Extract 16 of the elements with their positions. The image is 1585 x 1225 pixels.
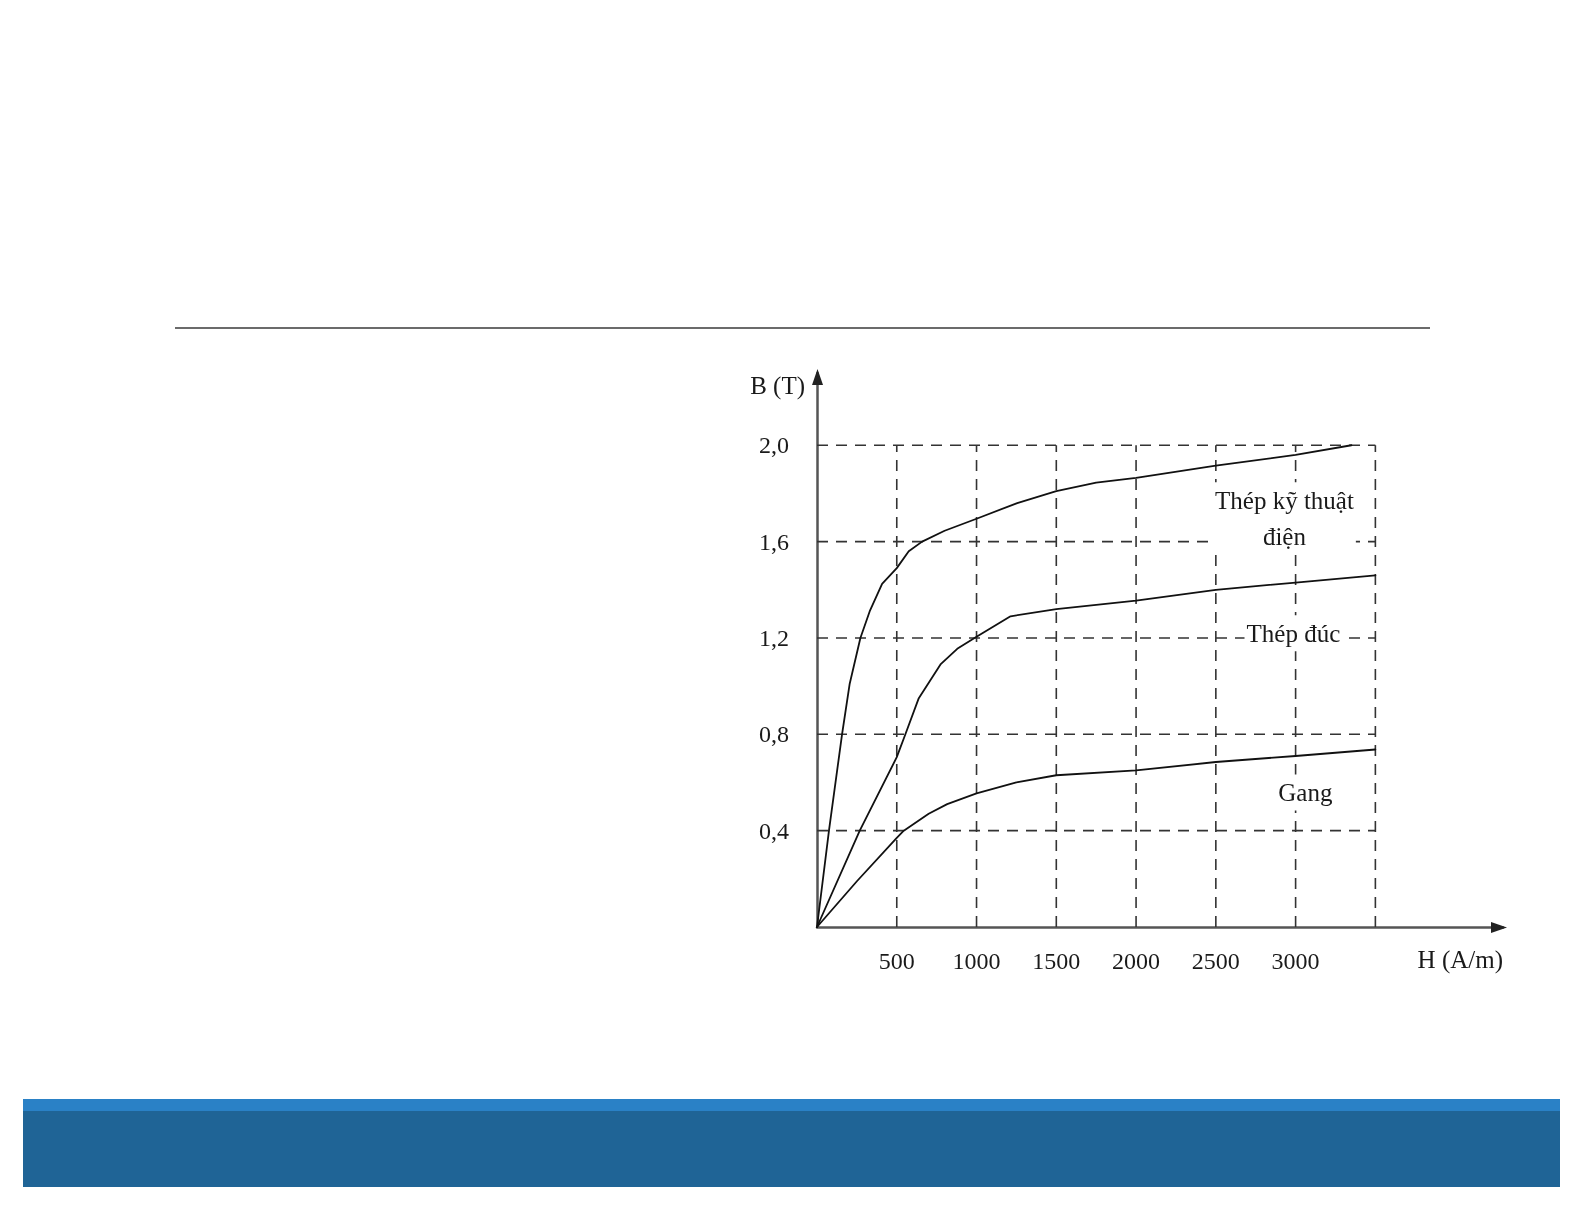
y-tick-label: 0,4 [759, 817, 789, 844]
x-tick-label: 500 [878, 948, 915, 974]
x-tick-label: 1000 [952, 948, 1001, 974]
x-tick-label: 2500 [1191, 948, 1240, 974]
y-tick-label: 1,6 [759, 528, 789, 555]
x-tick-label: 3000 [1271, 948, 1320, 974]
x-axis-title: H (A/m) [1417, 946, 1503, 974]
x-tick-label: 1500 [1032, 948, 1081, 974]
y-axis-title: B (T) [750, 372, 805, 400]
series-label: Gang [1278, 778, 1333, 806]
y-tick-label: 1,2 [759, 624, 789, 651]
y-tick-label: 2,0 [759, 432, 789, 459]
y-tick-label: 0,8 [759, 721, 789, 748]
series-label: Thép đúc [1246, 619, 1341, 647]
series-label: Thép kỹ thuật điện [1215, 486, 1354, 550]
x-tick-label: 2000 [1112, 948, 1161, 974]
